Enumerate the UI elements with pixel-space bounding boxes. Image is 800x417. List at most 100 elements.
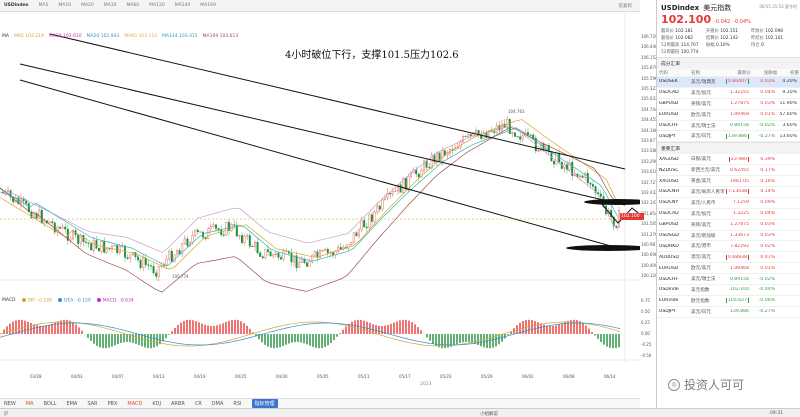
price-tick: 101.565 — [641, 221, 658, 227]
candle-body — [111, 245, 113, 250]
toolbar-ma10[interactable]: MA10 — [58, 3, 72, 8]
price-tick: 103.299 — [641, 158, 658, 164]
moving-average-line — [0, 127, 619, 266]
table-row[interactable]: USDinde 美元指数 102.100 -0.04% — [657, 285, 800, 296]
section-constituents[interactable]: 成分汇率 — [657, 57, 800, 69]
tab-new[interactable]: NEW — [4, 400, 16, 407]
table-row[interactable]: USDCHF 美元/瑞士法 0.89156 -0.02% — [657, 274, 800, 286]
table-row[interactable]: USDSGD 美元/新加坡 1.33673 0.03% — [657, 231, 800, 242]
cell-code: USDCNH — [659, 189, 679, 195]
macd-axis: 0.75 0.50 0.25 0.00 -0.25 -0.50 — [640, 298, 656, 358]
table-row[interactable]: USDJPY 美元/日元 139.886 -0.27% — [657, 307, 800, 318]
candle-body — [183, 238, 186, 244]
table-row[interactable]: USDCAD 美元/加元 1.32255 0.04% 9.10% — [657, 88, 800, 99]
tab-pbx[interactable]: PBX — [107, 400, 118, 407]
date-tick: 06/08 — [563, 374, 575, 379]
cell-chg: -0.02% — [758, 276, 775, 282]
table-row[interactable]: XAGUSD 白银/美元 23.980 0.39% — [657, 154, 800, 166]
table-row[interactable]: USDHKD 美元/港币 7.82292 0.02% — [657, 241, 800, 253]
table-row[interactable]: EURinde 欧元指数 105.627 -0.06% — [657, 296, 800, 307]
candle-body — [547, 145, 550, 153]
table-row[interactable]: USDSEK 美元/瑞典克 0.60407 0.03% 4.20% — [657, 77, 800, 88]
table-row[interactable]: XAUUSD 黄金/美元 1961.05 0.16% — [657, 176, 800, 188]
candle-body — [264, 249, 267, 259]
toolbar-ma120[interactable]: MA120 — [149, 3, 165, 8]
tab-ema[interactable]: EMA — [66, 400, 78, 407]
cell-price: 7.13038 — [726, 189, 749, 195]
candle-body — [462, 136, 464, 142]
cell-price: 1.27875 — [730, 101, 749, 107]
col-change[interactable]: 涨跌幅 — [763, 70, 778, 76]
toolbar-ma169[interactable]: MA169 — [200, 3, 216, 8]
toolbar-ma5[interactable]: MA5 — [38, 3, 49, 8]
stat-item: 结算价 102.142 — [706, 36, 739, 41]
table-row[interactable]: GBPUSD 英镑/美元 1.27875 0.03% 11.90% — [657, 99, 800, 110]
chart-area[interactable]: MA MA5 102.219 MA10 102.610 MA20 102.943… — [0, 12, 640, 412]
col-weight[interactable]: 权重 — [790, 70, 799, 76]
toolbar-ma144[interactable]: MA144 — [174, 3, 191, 8]
candle-body — [516, 136, 519, 138]
col-price[interactable]: 最新价 — [737, 70, 752, 76]
candle-body — [251, 246, 254, 248]
tab-cr[interactable]: CR — [194, 400, 202, 407]
col-code[interactable]: 代码 — [659, 70, 668, 76]
candle-body — [332, 252, 334, 255]
cell-name: 美元/日元 — [691, 134, 711, 140]
stat-item: 持仓 0 — [751, 43, 764, 48]
candlestick-chart[interactable] — [0, 12, 640, 412]
tab-macd[interactable]: MACD — [127, 400, 143, 407]
tab-dma[interactable]: DMA — [211, 400, 224, 407]
candle-body — [420, 170, 423, 178]
table-row[interactable]: USDCAD 美元/加元 1.3225 0.04% — [657, 209, 800, 220]
candle-body — [293, 255, 295, 263]
indicator-manage-button[interactable]: 指标管理 — [251, 399, 278, 408]
dea-line — [0, 322, 621, 346]
table-row[interactable]: EURUSD 欧元/美元 1.09468 0.01% 57.60% — [657, 110, 800, 121]
table-row[interactable]: EURUSD 欧元/美元 1.09468 0.01% — [657, 263, 800, 275]
candle-body — [464, 136, 467, 137]
candle-body — [527, 132, 529, 136]
restore-button[interactable]: 前复权 — [618, 3, 633, 9]
candle-body — [326, 249, 329, 253]
col-name[interactable]: 名称 — [691, 70, 700, 76]
table-row[interactable]: USDCNY 美元/人民币 7.1259 0.09% — [657, 198, 800, 209]
tab-boll[interactable]: BOLL — [43, 400, 57, 407]
tab-arbr[interactable]: ARBR — [171, 400, 185, 407]
table-row[interactable]: NZDUSC 新西兰元/美元 0.62455 0.17% — [657, 165, 800, 177]
section-key-rates[interactable]: 重要汇率 — [657, 142, 800, 155]
candle-body — [105, 248, 108, 253]
table-row[interactable]: AUDUSD 澳元/美元 0.68838 0.01% — [657, 252, 800, 264]
toolbar-ma60[interactable]: MA60 — [126, 3, 140, 8]
candle-body — [428, 167, 431, 169]
cell-code: USDCHF — [659, 123, 679, 128]
candle-body — [407, 176, 410, 190]
toolbar-ma20[interactable]: MA20 — [81, 3, 94, 8]
table-row[interactable]: USDCHF 美元/瑞士法 0.89156 -0.02% 3.60% — [657, 121, 800, 132]
cell-name: 英镑/美元 — [691, 222, 711, 228]
price-tick: 106.152 — [641, 54, 658, 60]
toolbar-symbol[interactable]: USDindex — [4, 3, 29, 8]
tab-rsi[interactable]: RSI — [233, 400, 242, 407]
cell-chg: 0.16% — [760, 178, 775, 184]
candle-body — [113, 245, 116, 247]
candle-body — [196, 229, 199, 232]
price-tick: 105.322 — [641, 86, 658, 91]
candle-body — [389, 193, 392, 195]
ma-legend: MA MA5 102.219 MA10 102.610 MA20 102.943… — [2, 34, 238, 39]
watermark: ◎ 投资人可可 — [668, 376, 744, 393]
candle-body — [77, 234, 80, 244]
table-row[interactable]: USDJPY 美元/日元 139.886 -0.27% 13.60% — [657, 131, 800, 143]
candle-body — [441, 150, 444, 162]
tab-sar[interactable]: SAR — [87, 400, 98, 407]
tab-kdj[interactable]: KDJ — [152, 400, 161, 407]
price-tick: 100.409 — [641, 262, 658, 268]
candle-body — [376, 205, 379, 213]
table-row[interactable]: GBPUSD 英镑/美元 1.27875 0.03% — [657, 220, 800, 231]
tab-ma[interactable]: MA — [25, 400, 34, 407]
current-price-tag: 102.100 — [620, 213, 644, 220]
candle-body — [402, 177, 405, 193]
toolbar-ma30[interactable]: MA30 — [103, 3, 117, 8]
table-row[interactable]: USDCNH 美元/离岸人民币 7.13038 0.14% — [657, 187, 800, 198]
status-center[interactable]: 小组解说 — [480, 412, 498, 417]
candle-body — [27, 203, 30, 213]
